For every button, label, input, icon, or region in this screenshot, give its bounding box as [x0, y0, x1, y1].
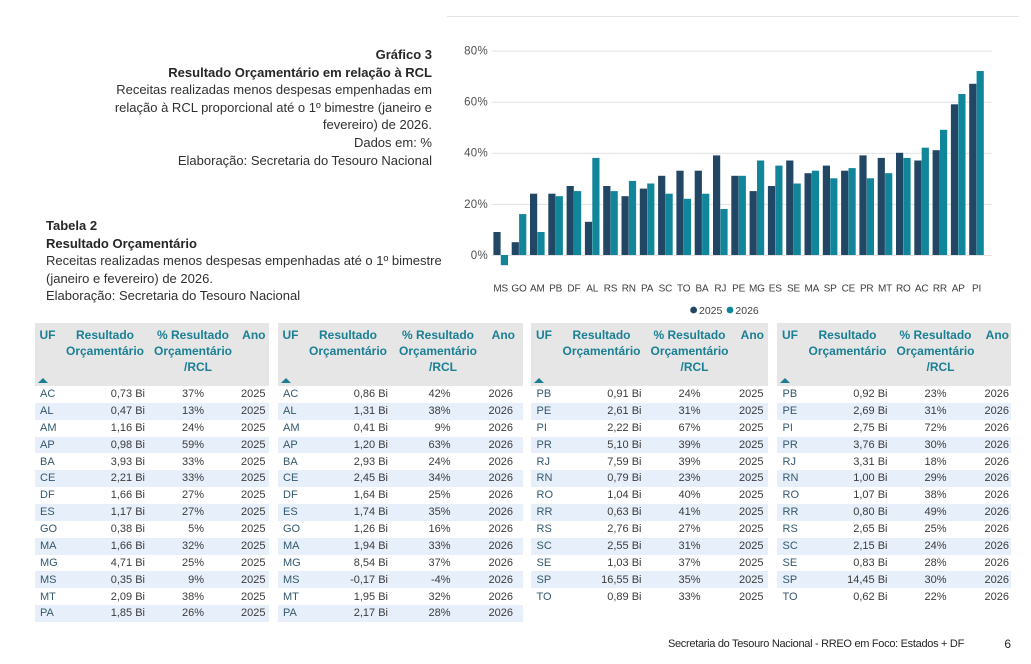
svg-text:SE: SE [787, 284, 800, 295]
svg-text:RS: RS [604, 284, 618, 295]
svg-text:20%: 20% [464, 199, 488, 211]
svg-text:MG: MG [749, 284, 765, 295]
svg-text:TO: TO [677, 284, 691, 295]
svg-text:RR: RR [933, 284, 947, 295]
svg-text:SC: SC [659, 284, 673, 295]
svg-text:RO: RO [896, 284, 911, 295]
svg-text:PB: PB [549, 284, 562, 295]
svg-text:80%: 80% [464, 46, 488, 58]
svg-text:RJ: RJ [714, 284, 726, 295]
svg-text:ES: ES [769, 284, 782, 295]
svg-text:DF: DF [567, 284, 580, 295]
svg-text:PI: PI [972, 284, 981, 295]
svg-text:60%: 60% [464, 97, 488, 109]
svg-text:MA: MA [804, 284, 819, 295]
svg-text:MS: MS [493, 284, 508, 295]
svg-text:0%: 0% [471, 250, 488, 262]
svg-text:2025: 2025 [699, 305, 723, 317]
svg-text:AL: AL [586, 284, 598, 295]
svg-text:BA: BA [696, 284, 709, 295]
svg-text:40%: 40% [464, 148, 488, 160]
svg-text:RN: RN [622, 284, 636, 295]
svg-text:AC: AC [915, 284, 929, 295]
svg-text:CE: CE [842, 284, 856, 295]
svg-text:MT: MT [878, 284, 892, 295]
svg-text:GO: GO [511, 284, 527, 295]
svg-text:PA: PA [641, 284, 654, 295]
svg-text:AM: AM [530, 284, 545, 295]
svg-text:PE: PE [732, 284, 745, 295]
svg-text:SP: SP [824, 284, 837, 295]
svg-text:2026: 2026 [735, 305, 759, 317]
svg-text:AP: AP [952, 284, 965, 295]
svg-text:PR: PR [860, 284, 874, 295]
